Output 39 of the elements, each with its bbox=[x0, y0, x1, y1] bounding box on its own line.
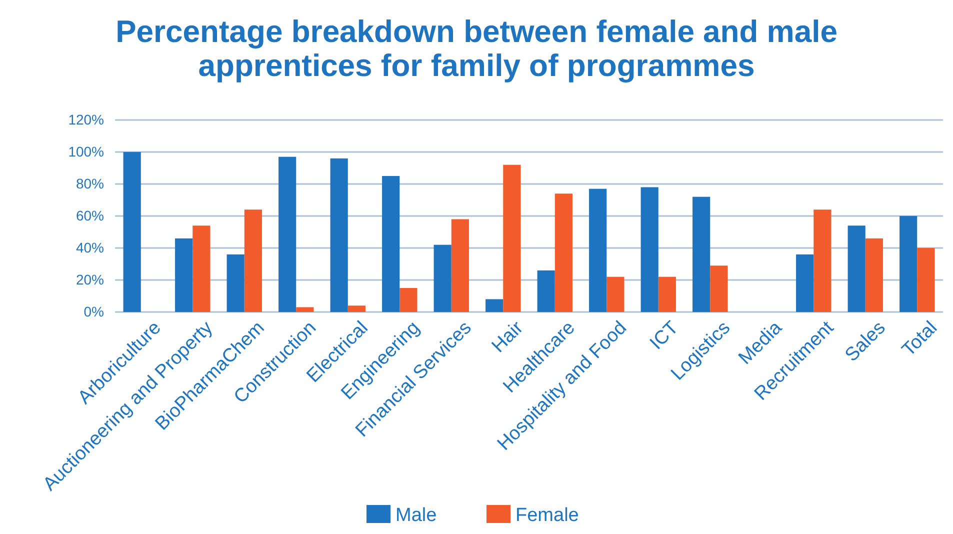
y-tick-label: 0% bbox=[84, 303, 104, 320]
bar bbox=[123, 152, 141, 312]
bar bbox=[658, 276, 676, 312]
bar bbox=[382, 176, 400, 312]
legend-label: Female bbox=[516, 505, 579, 526]
bar bbox=[296, 307, 314, 312]
y-tick-label: 20% bbox=[76, 271, 104, 288]
bar bbox=[175, 238, 193, 312]
bar bbox=[244, 210, 262, 312]
bar bbox=[330, 158, 348, 312]
bar bbox=[486, 299, 504, 312]
y-tick-label: 80% bbox=[76, 175, 104, 192]
bar bbox=[865, 238, 883, 312]
legend-label: Male bbox=[396, 505, 437, 526]
y-tick-label: 100% bbox=[68, 143, 104, 160]
y-tick-label: 40% bbox=[76, 239, 104, 256]
bar bbox=[848, 226, 866, 312]
bar bbox=[710, 266, 728, 312]
bar bbox=[226, 254, 244, 312]
bar bbox=[796, 254, 814, 312]
bar bbox=[900, 216, 918, 312]
y-tick-label: 60% bbox=[76, 207, 104, 224]
bar bbox=[692, 196, 710, 312]
bar bbox=[554, 194, 572, 312]
bar bbox=[814, 210, 832, 312]
bar bbox=[278, 156, 296, 312]
bar bbox=[589, 188, 607, 312]
bar bbox=[348, 306, 366, 312]
bar bbox=[640, 187, 658, 312]
chart-title: Percentage breakdown between female and male apprentices for family of programmes bbox=[116, 14, 838, 83]
y-tick-label: 120% bbox=[68, 111, 104, 128]
bar bbox=[606, 276, 624, 312]
bar bbox=[537, 270, 555, 312]
bar bbox=[434, 244, 452, 312]
bar bbox=[917, 248, 935, 312]
bar bbox=[400, 288, 418, 312]
bar bbox=[503, 164, 521, 312]
bar bbox=[192, 226, 210, 312]
bar bbox=[451, 219, 469, 312]
